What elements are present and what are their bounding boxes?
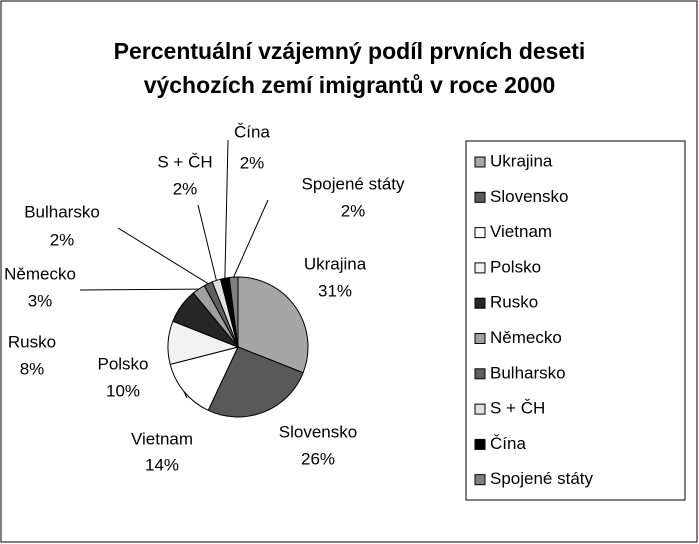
data-label: 8% [20,359,45,378]
legend-swatch [474,368,486,380]
data-label-name: Ukrajina [304,254,367,273]
data-label-name: Vietnam [131,429,193,448]
data-label: 2% [240,153,265,172]
data-label-name: Polsko [97,354,148,373]
legend-label: Slovensko [490,187,568,206]
legend-swatch [474,191,486,203]
legend-swatch [474,262,486,274]
data-label: 3% [28,291,53,310]
chart-title: Percentuální vzájemný podíl prvních dese… [113,38,586,98]
data-label: 14% [145,455,179,474]
leader-line [233,199,269,278]
data-label: 2% [341,201,366,220]
legend-swatch [474,297,486,309]
legend-label: Německo [490,328,562,347]
data-label: 10% [106,381,140,400]
data-label-name: Rusko [8,332,56,351]
legend-label: Čína [490,434,526,453]
leader-line [197,204,217,281]
legend-swatch [474,438,486,450]
legend-label: S + ČH [490,399,545,418]
data-label-name: Bulharsko [24,202,100,221]
data-label-name: Čína [234,122,270,141]
data-label: 31% [318,281,352,300]
data-label: 26% [301,449,335,468]
legend-swatch [474,474,486,486]
legend-label: Polsko [490,257,541,276]
leader-line [79,288,199,291]
pie-slice [237,276,309,374]
pie-slice [169,346,239,412]
legend-label: Spojené státy [490,469,594,488]
leader-line [224,139,229,279]
leader-line [117,227,209,285]
legend-swatch [474,227,486,239]
legend-label: Rusko [490,293,538,312]
legend-label: Vietnam [490,222,552,241]
pie-slice [207,346,304,418]
leader-line [183,391,188,399]
legend-swatch [474,156,486,168]
legend-label: Bulharsko [490,363,566,382]
data-label-name: Spojené státy [301,174,405,193]
legend-swatch [474,333,486,344]
legend-swatch [474,403,486,415]
data-label-name: Německo [4,264,76,283]
legend-box [465,140,686,501]
data-label-name: Slovensko [279,422,357,441]
data-label: 2% [50,230,75,249]
data-label: 2% [173,179,198,198]
legend-label: Ukrajina [490,151,553,170]
data-label-name: S + ČH [157,152,212,171]
